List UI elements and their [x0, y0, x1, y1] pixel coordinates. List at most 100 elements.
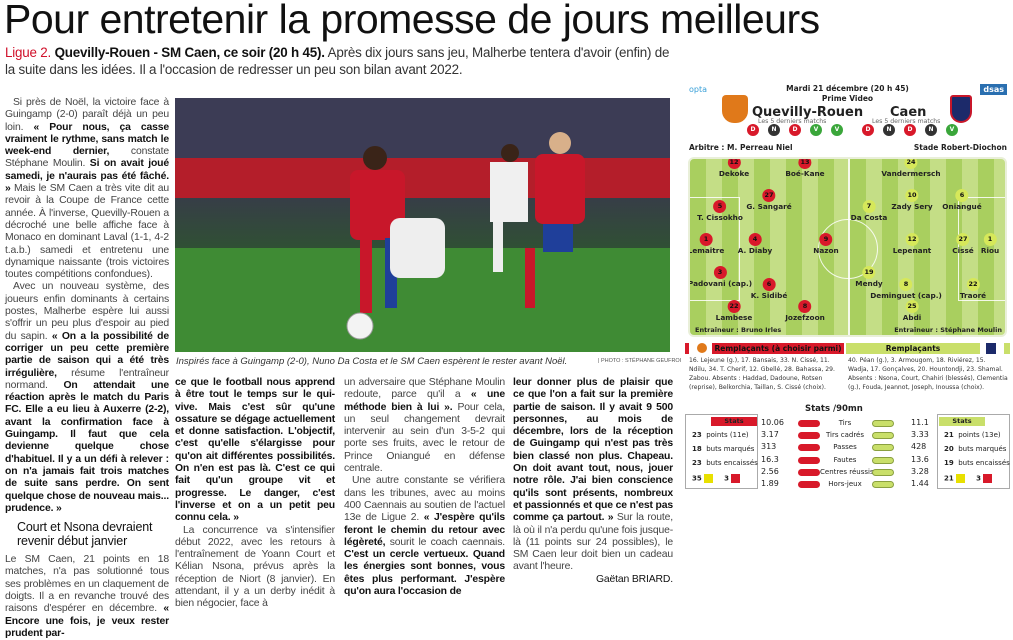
- away-form-label: Les 5 derniers matchs: [872, 118, 941, 125]
- shirt-number: 6: [762, 278, 776, 291]
- shirt-number: 3: [713, 266, 727, 279]
- away-player: 1 Riou: [981, 233, 999, 255]
- home-stat-value: 2.56: [761, 466, 779, 476]
- home-stat-value: 1.89: [761, 479, 779, 488]
- stat-label: Tirs cadrés: [825, 431, 864, 440]
- away-player: 6 Oniangué: [942, 189, 982, 211]
- away-stat-value: 428: [911, 442, 927, 452]
- quote-text: C'est un cercle vertueux. Quand les éner…: [344, 549, 505, 598]
- shirt-number: 4: [748, 233, 762, 246]
- shirt-number: 6: [955, 189, 969, 202]
- home-stat-bar: [798, 481, 820, 488]
- home-player: 1 Lemaitre: [688, 233, 725, 255]
- player-name: Oniangué: [942, 202, 982, 211]
- paragraph: ce que le football nous apprend à être t…: [175, 377, 335, 525]
- paragraph: Avec un nouveau système, des joueurs enf…: [5, 281, 169, 515]
- home-stats-label: Stats: [711, 417, 757, 426]
- away-stats-label: Stats: [939, 417, 985, 426]
- brand-logo: dsas: [980, 84, 1007, 95]
- season-stat-label: buts marqués: [706, 445, 755, 453]
- player-name: Nazon: [813, 246, 839, 255]
- player-name: Lemaitre: [688, 246, 725, 255]
- away-stats-box: Stats 21 points (13e) 20 buts marqués 19 b…: [937, 414, 1010, 489]
- shirt-number: 8: [798, 300, 812, 313]
- away-form-N: N: [883, 124, 895, 136]
- lead-bold: Quevilly-Rouen - SM Caen, ce soir (20 h …: [51, 45, 325, 60]
- player-name: Riou: [980, 246, 1000, 255]
- season-stat: 23 buts encaissés: [692, 459, 758, 467]
- player-name: Dekoke: [718, 169, 750, 178]
- away-stat-bar: [872, 444, 894, 452]
- away-subs-list: 40. Péan (g.), 3. Armougom, 18. Riviérez…: [848, 357, 1003, 373]
- home-player: 13 Boé-Kane: [785, 159, 825, 178]
- season-stat-value: 18: [692, 445, 702, 453]
- yellow-cards-count: 35: [692, 474, 702, 483]
- quote-text: « J'espère qu'ils feront le chemin du re…: [344, 512, 505, 548]
- match-photo: [175, 98, 670, 352]
- photo-credit: | PHOTO : STÉPHANE GEUFROI: [598, 358, 682, 364]
- red-cards-count: 3: [724, 474, 729, 483]
- shirt-number: 27: [956, 233, 970, 246]
- season-stat-label: buts marqués: [958, 445, 1007, 453]
- player-name: Abdi: [902, 313, 922, 322]
- home-team-name: Quevilly-Rouen: [752, 105, 864, 120]
- subheading: Court et Nsona devraient revenir début j…: [17, 520, 153, 549]
- home-form-label: Les 5 derniers matchs: [758, 118, 827, 125]
- home-stat-value: 313: [761, 442, 777, 452]
- article-column-1: Si près de Noël, la victoire face à Guin…: [5, 97, 169, 640]
- season-stat-label: buts encaissés: [958, 459, 1010, 467]
- away-stat-value: 1.44: [911, 479, 929, 488]
- body-text: Le SM Caen, 21 points en 18 matches, n'a…: [5, 554, 169, 615]
- season-stat-value: 20: [944, 445, 954, 453]
- yellow-card-icon: [703, 474, 713, 483]
- season-stat: 20 buts marqués: [944, 445, 1006, 453]
- home-stat-value: 10.06: [761, 418, 784, 427]
- home-player: 12 Dekoke: [718, 159, 750, 178]
- player-name: Deminguet (cap.): [870, 291, 942, 300]
- shirt-number: 22: [966, 278, 980, 291]
- away-player: 27 Cissé: [952, 233, 974, 255]
- paragraph: Une autre constante se vérifiera dans le…: [344, 475, 505, 598]
- season-stat-label: points (13e): [958, 431, 1001, 439]
- shirt-number: 13: [798, 159, 812, 169]
- season-stat: 21 points (13e): [944, 431, 1001, 439]
- home-player: 27 G. Sangaré: [746, 189, 792, 211]
- quote-text: leur donner plus de plaisir que ce que l…: [513, 377, 673, 524]
- home-form-D: D: [747, 124, 759, 136]
- home-form-V: V: [810, 124, 822, 136]
- away-subs-title: Remplaçants: [846, 343, 980, 354]
- stat-label: Passes: [833, 443, 857, 452]
- headline: Pour entretenir la promesse de jours mei…: [4, 0, 820, 42]
- caen-crest: [950, 95, 972, 123]
- quote-text: On attendait une réaction après le match…: [5, 379, 170, 514]
- away-stat-value: 3.28: [911, 466, 929, 476]
- home-subs-list: 16. Lejeune (g.), 17. Bansais, 33. N. Ci…: [689, 357, 835, 382]
- away-form-D: D: [904, 124, 916, 136]
- body-text: Mais le SM Caen a très vite dit au revoi…: [5, 183, 169, 281]
- shirt-number: 25: [905, 300, 919, 313]
- home-subs: 16. Lejeune (g.), 17. Bansais, 33. N. Ci…: [689, 356, 844, 392]
- player-name: Boé-Kane: [785, 169, 825, 178]
- quote-text: Si on avait joué samedi, je n'aurais pas…: [5, 158, 169, 195]
- player-name: Jozefzoon: [785, 313, 825, 322]
- paragraph: La concurrence va s'intensifier début 20…: [175, 525, 335, 611]
- season-stat: 19 buts encaissés: [944, 459, 1010, 467]
- home-stat-bar: [798, 444, 820, 452]
- home-player: 22 Lambese: [716, 300, 752, 322]
- away-player: 7 Da Costa: [851, 200, 887, 222]
- body-text: résume l'entraîneur normand.: [5, 367, 169, 391]
- player-name: A. Diaby: [737, 246, 773, 255]
- body-text: sourit le coach caennais.: [385, 536, 505, 548]
- away-stat-value: 11.1: [911, 418, 929, 427]
- quote-text: « On a la possibilité de corriger un peu…: [5, 330, 169, 379]
- caen-crest-small: [986, 343, 996, 354]
- shirt-number: 9: [819, 233, 833, 246]
- shirt-number: 7: [862, 200, 876, 213]
- home-coach: Entraîneur : Bruno Irles: [695, 326, 782, 334]
- player-name: Lepenant: [892, 246, 932, 255]
- shirt-number: 12: [905, 233, 919, 246]
- player-name: Zady Sery: [891, 202, 933, 211]
- away-form-D: D: [862, 124, 874, 136]
- player-name: Cissé: [952, 246, 974, 255]
- season-stat-value: 23: [692, 431, 702, 439]
